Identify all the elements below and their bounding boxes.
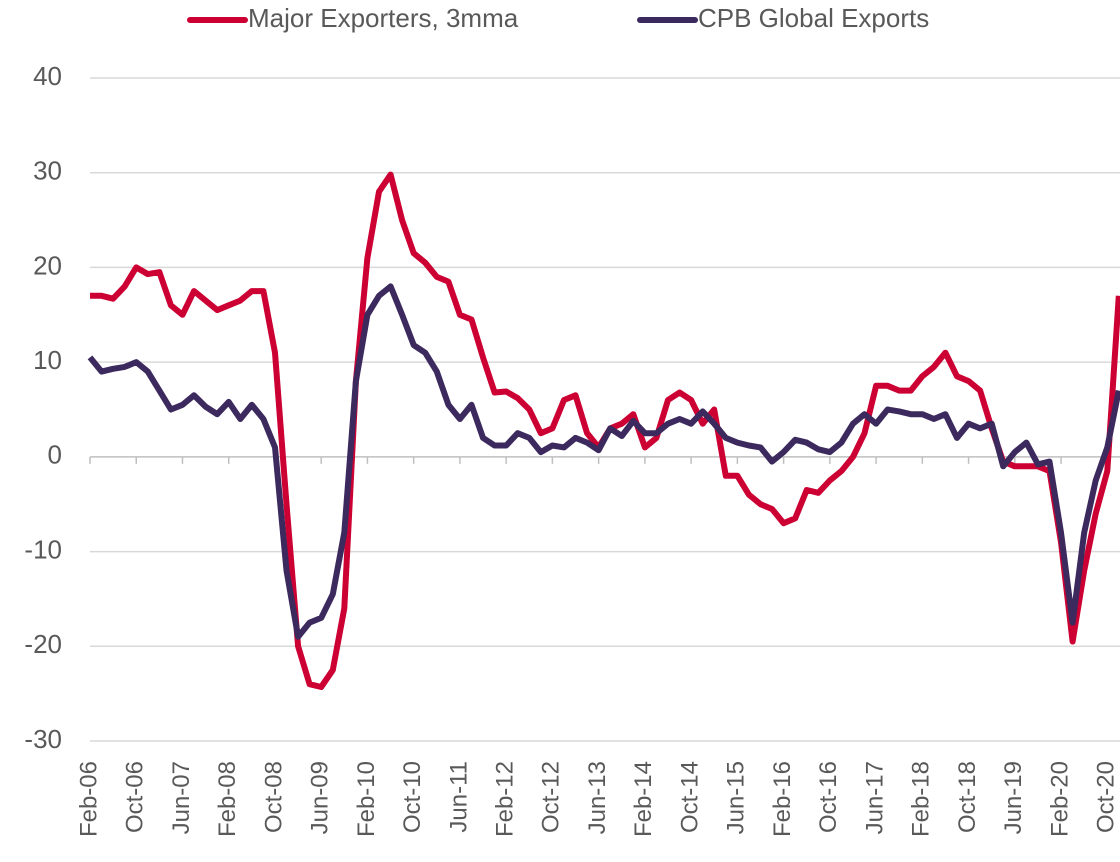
x-tick-label: Jun-19 — [1000, 761, 1027, 834]
y-tick-label: -20 — [24, 629, 62, 659]
legend-label: Major Exporters, 3mma — [248, 3, 519, 33]
x-tick-label: Oct-06 — [122, 761, 149, 833]
x-tick-label: Feb-20 — [1046, 761, 1073, 837]
x-tick-label: Oct-18 — [954, 761, 981, 833]
y-tick-label: 40 — [33, 61, 62, 91]
x-tick-label: Jun-17 — [861, 761, 888, 834]
x-tick-label: Oct-12 — [538, 761, 565, 833]
x-tick-label: Feb-18 — [908, 761, 935, 837]
x-tick-label: Jun-07 — [168, 761, 195, 834]
x-tick-label: Feb-06 — [75, 761, 102, 837]
x-tick-label: Feb-12 — [492, 761, 519, 837]
x-tick-label: Oct-08 — [260, 761, 287, 833]
y-tick-label: 30 — [33, 156, 62, 186]
x-tick-label: Feb-08 — [214, 761, 241, 837]
x-tick-label: Jun-11 — [445, 761, 472, 833]
y-tick-label: 0 — [48, 440, 62, 470]
y-tick-label: 10 — [33, 345, 62, 375]
x-tick-label: Jun-13 — [584, 761, 611, 834]
y-tick-label: -30 — [24, 724, 62, 754]
x-tick-label: Oct-16 — [815, 761, 842, 833]
x-tick-label: Oct-14 — [676, 761, 703, 833]
x-tick-label: Jun-15 — [723, 761, 750, 834]
x-tick-label: Oct-10 — [399, 761, 426, 833]
legend-label: CPB Global Exports — [698, 3, 929, 33]
x-tick-label: Jun-09 — [307, 761, 334, 834]
x-tick-label: Feb-10 — [353, 761, 380, 837]
y-tick-label: 20 — [33, 250, 62, 280]
y-tick-label: -10 — [24, 534, 62, 564]
x-tick-label: Feb-16 — [769, 761, 796, 837]
x-tick-label: Feb-14 — [630, 761, 657, 837]
data-line — [87, 283, 1120, 640]
x-tick-label: Oct-20 — [1093, 761, 1120, 833]
